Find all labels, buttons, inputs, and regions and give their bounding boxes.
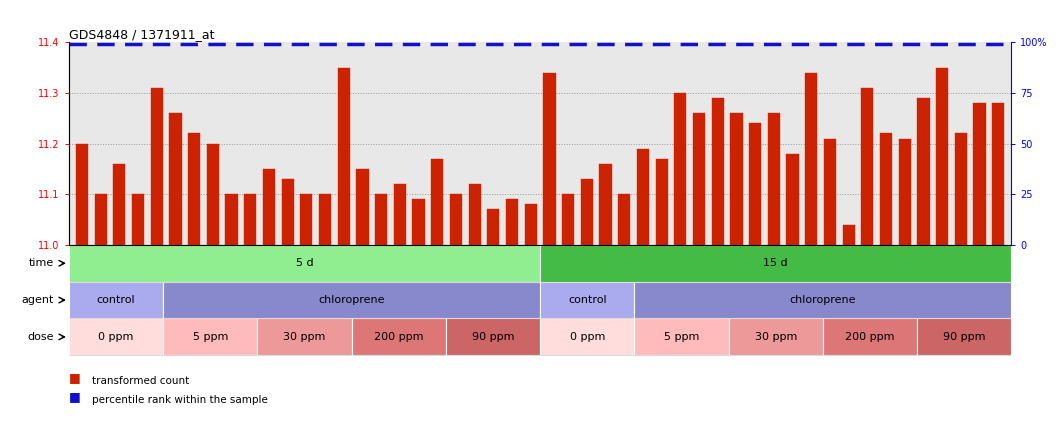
Bar bbox=[731, 113, 742, 245]
Bar bbox=[675, 93, 686, 245]
Bar bbox=[693, 113, 705, 245]
Bar bbox=[375, 194, 388, 245]
Bar bbox=[69, 319, 163, 355]
Text: ■: ■ bbox=[69, 390, 80, 403]
Bar bbox=[580, 179, 593, 245]
Text: 200 ppm: 200 ppm bbox=[845, 332, 895, 342]
Bar bbox=[540, 245, 1011, 282]
Bar bbox=[169, 113, 181, 245]
Bar bbox=[113, 164, 125, 245]
Bar bbox=[487, 209, 500, 245]
Bar bbox=[992, 103, 1004, 245]
Bar bbox=[69, 282, 163, 319]
Text: chloroprene: chloroprene bbox=[790, 295, 856, 305]
Bar bbox=[917, 98, 930, 245]
Text: dose: dose bbox=[28, 332, 54, 342]
Text: 0 ppm: 0 ppm bbox=[98, 332, 133, 342]
Bar bbox=[749, 124, 761, 245]
Bar bbox=[357, 169, 369, 245]
Bar bbox=[301, 194, 312, 245]
Bar bbox=[207, 143, 219, 245]
Bar bbox=[540, 282, 634, 319]
Bar bbox=[245, 194, 256, 245]
Bar bbox=[540, 319, 634, 355]
Bar bbox=[936, 68, 948, 245]
Bar bbox=[150, 88, 163, 245]
Bar bbox=[618, 194, 630, 245]
Bar bbox=[506, 199, 518, 245]
Bar bbox=[824, 138, 836, 245]
Bar bbox=[446, 319, 540, 355]
Text: percentile rank within the sample: percentile rank within the sample bbox=[92, 395, 268, 405]
Text: transformed count: transformed count bbox=[92, 376, 190, 386]
Bar bbox=[263, 169, 275, 245]
Bar bbox=[787, 154, 798, 245]
Bar bbox=[634, 319, 729, 355]
Bar bbox=[843, 225, 855, 245]
Text: 5 ppm: 5 ppm bbox=[664, 332, 699, 342]
Text: chloroprene: chloroprene bbox=[319, 295, 384, 305]
Text: 30 ppm: 30 ppm bbox=[283, 332, 326, 342]
Bar bbox=[226, 194, 237, 245]
Bar bbox=[524, 204, 537, 245]
Bar bbox=[468, 184, 481, 245]
Bar bbox=[634, 282, 1011, 319]
Bar bbox=[76, 143, 88, 245]
Bar bbox=[656, 159, 668, 245]
Bar bbox=[599, 164, 612, 245]
Bar bbox=[973, 103, 986, 245]
Bar bbox=[768, 113, 779, 245]
Bar bbox=[352, 319, 446, 355]
Bar bbox=[917, 319, 1011, 355]
Bar bbox=[823, 319, 917, 355]
Bar bbox=[729, 319, 823, 355]
Text: 15 d: 15 d bbox=[764, 258, 788, 268]
Bar bbox=[861, 88, 874, 245]
Bar bbox=[189, 133, 200, 245]
Bar bbox=[543, 73, 556, 245]
Text: 200 ppm: 200 ppm bbox=[374, 332, 424, 342]
Bar bbox=[163, 282, 540, 319]
Text: 5 d: 5 d bbox=[295, 258, 313, 268]
Bar bbox=[132, 194, 144, 245]
Bar bbox=[450, 194, 462, 245]
Bar bbox=[282, 179, 293, 245]
Bar bbox=[431, 159, 444, 245]
Text: 30 ppm: 30 ppm bbox=[754, 332, 797, 342]
Bar bbox=[899, 138, 911, 245]
Bar bbox=[319, 194, 331, 245]
Text: time: time bbox=[29, 258, 54, 268]
Bar bbox=[636, 148, 649, 245]
Bar bbox=[805, 73, 818, 245]
Bar bbox=[880, 133, 892, 245]
Bar bbox=[338, 68, 349, 245]
Text: ■: ■ bbox=[69, 371, 80, 384]
Bar bbox=[712, 98, 723, 245]
Bar bbox=[412, 199, 425, 245]
Text: control: control bbox=[568, 295, 607, 305]
Bar bbox=[955, 133, 967, 245]
Bar bbox=[394, 184, 406, 245]
Text: GDS4848 / 1371911_at: GDS4848 / 1371911_at bbox=[69, 28, 214, 41]
Bar bbox=[257, 319, 352, 355]
Text: control: control bbox=[96, 295, 136, 305]
Text: 90 ppm: 90 ppm bbox=[943, 332, 986, 342]
Bar bbox=[69, 245, 540, 282]
Bar bbox=[163, 319, 257, 355]
Text: agent: agent bbox=[21, 295, 54, 305]
Text: 5 ppm: 5 ppm bbox=[193, 332, 228, 342]
Bar bbox=[562, 194, 574, 245]
Text: 0 ppm: 0 ppm bbox=[570, 332, 605, 342]
Text: 90 ppm: 90 ppm bbox=[471, 332, 515, 342]
Bar bbox=[94, 194, 107, 245]
